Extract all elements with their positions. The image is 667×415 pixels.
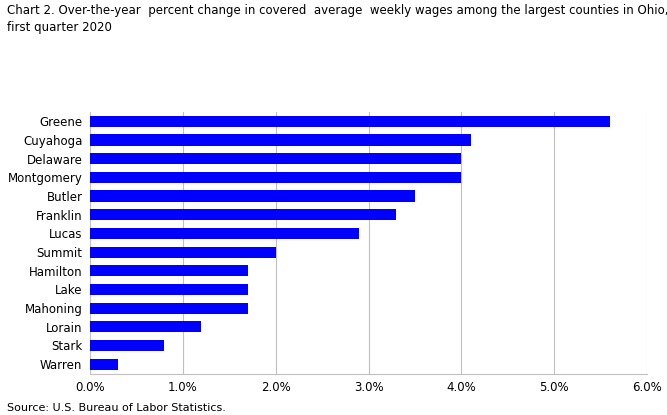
Bar (90, 265, 248, 276)
Bar (90, 134, 471, 146)
Bar (90, 340, 164, 351)
Bar (90, 153, 462, 164)
Bar (90, 116, 610, 127)
Bar (90, 209, 396, 220)
Bar (90, 321, 201, 332)
Bar (90, 284, 248, 295)
Bar (90, 190, 415, 202)
Bar (90, 172, 462, 183)
Bar (90, 247, 275, 258)
Text: Source: U.S. Bureau of Labor Statistics.: Source: U.S. Bureau of Labor Statistics. (7, 403, 225, 413)
Bar (90, 228, 360, 239)
Bar (90, 359, 118, 370)
Text: Chart 2. Over-the-year  percent change in covered  average  weekly wages among t: Chart 2. Over-the-year percent change in… (7, 4, 667, 34)
Bar (90, 303, 248, 314)
